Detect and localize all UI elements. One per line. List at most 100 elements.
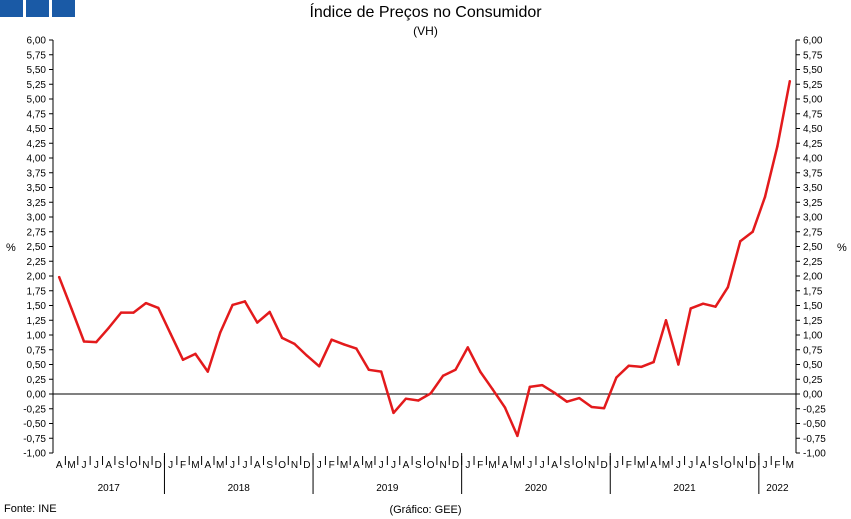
year-label: 2019 xyxy=(376,483,399,494)
data-point xyxy=(417,399,420,402)
y-tick-label-right: 1,50 xyxy=(803,301,823,312)
x-tick-label: A xyxy=(353,460,360,471)
x-tick-label: J xyxy=(676,460,681,471)
data-point xyxy=(491,388,494,391)
year-label: 2017 xyxy=(98,483,121,494)
y-tick-label-left: 0,00 xyxy=(27,390,47,401)
year-label: 2021 xyxy=(673,483,696,494)
y-tick-label-left: -0,50 xyxy=(23,419,46,430)
y-tick-label-right: 5,00 xyxy=(803,95,823,106)
data-point xyxy=(602,406,606,410)
x-tick-label: S xyxy=(118,460,125,471)
y-tick-label-left: 6,00 xyxy=(27,36,47,47)
y-tick-label-right: 1,25 xyxy=(803,316,823,327)
y-tick-label-left: -0,25 xyxy=(23,404,46,415)
data-point xyxy=(231,303,234,307)
x-tick-label: J xyxy=(391,460,396,471)
y-tick-label-right: 0,50 xyxy=(803,360,823,371)
x-tick-label: A xyxy=(56,460,63,471)
data-point xyxy=(726,286,730,289)
data-point xyxy=(466,346,470,349)
x-tick-label: A xyxy=(700,460,707,471)
x-tick-label: A xyxy=(551,460,558,471)
y-tick-label-right: 4,75 xyxy=(803,109,823,120)
x-tick-label: O xyxy=(575,460,583,471)
x-tick-label: J xyxy=(465,460,470,471)
y-tick-label-left: 5,00 xyxy=(27,95,47,106)
x-tick-label: M xyxy=(513,460,521,471)
year-label: 2020 xyxy=(525,483,548,494)
data-point xyxy=(479,370,482,373)
data-point xyxy=(169,332,172,336)
x-tick-label: S xyxy=(564,460,571,471)
y-tick-label-right: 3,25 xyxy=(803,198,823,209)
x-tick-label: O xyxy=(278,460,286,471)
y-tick-label-left: 4,75 xyxy=(27,109,47,120)
y-tick-label-left: 2,00 xyxy=(27,272,47,283)
x-tick-label: D xyxy=(749,460,756,471)
data-point xyxy=(392,411,395,415)
y-tick-label-right: 2,25 xyxy=(803,257,823,268)
x-tick-label: O xyxy=(130,460,138,471)
data-point xyxy=(70,307,73,311)
x-tick-label: N xyxy=(142,460,149,471)
y-tick-label-right: 0,25 xyxy=(803,375,823,386)
y-tick-label-left: 3,75 xyxy=(27,168,47,179)
y-tick-label-left: 4,25 xyxy=(27,139,47,150)
data-point xyxy=(454,368,457,372)
y-tick-label-right: 0,75 xyxy=(803,345,823,356)
y-tick-label-right: 3,00 xyxy=(803,213,823,224)
data-point xyxy=(429,392,432,395)
logo-block xyxy=(26,0,49,17)
data-point xyxy=(157,306,160,310)
y-tick-label-left: 2,50 xyxy=(27,242,47,253)
x-tick-label: M xyxy=(786,460,794,471)
chart-credit: (Gráfico: GEE) xyxy=(389,504,462,516)
y-tick-label-left: 1,25 xyxy=(27,316,47,327)
x-tick-label: N xyxy=(291,460,298,471)
data-point xyxy=(342,343,346,346)
x-tick-label: F xyxy=(180,460,186,471)
y-tick-label-left: 0,25 xyxy=(27,375,47,386)
x-tick-label: F xyxy=(774,460,780,471)
x-tick-label: M xyxy=(662,460,670,471)
y-tick-label-left: 2,75 xyxy=(27,227,47,238)
data-point xyxy=(516,434,519,438)
data-point xyxy=(677,363,680,366)
x-tick-label: S xyxy=(712,460,719,471)
data-point xyxy=(578,396,581,400)
data-point xyxy=(355,347,358,350)
x-tick-label: M xyxy=(365,460,373,471)
chart-title: Índice de Preços no Consumidor xyxy=(309,4,542,21)
y-tick-label-left: 0,75 xyxy=(27,345,47,356)
y-tick-label-left: 2,25 xyxy=(27,257,47,268)
x-tick-label: J xyxy=(614,460,619,471)
data-point xyxy=(640,365,643,369)
x-tick-label: M xyxy=(67,460,75,471)
data-point xyxy=(268,310,271,314)
data-point xyxy=(256,321,259,324)
x-tick-label: M xyxy=(340,460,348,471)
y-tick-label-right: 2,50 xyxy=(803,242,823,253)
data-point xyxy=(218,331,222,334)
data-point xyxy=(318,365,321,368)
x-tick-label: F xyxy=(477,460,483,471)
data-point xyxy=(565,400,569,403)
y-tick-label-right: 3,50 xyxy=(803,183,823,194)
x-tick-label: J xyxy=(81,460,86,471)
x-tick-label: S xyxy=(415,460,422,471)
y-tick-label-right: -0,25 xyxy=(803,404,826,415)
data-point xyxy=(701,302,705,305)
x-tick-label: F xyxy=(626,460,632,471)
x-tick-label: J xyxy=(317,460,322,471)
data-point xyxy=(627,364,631,367)
y-tick-label-left: 5,25 xyxy=(27,80,47,91)
x-tick-label: A xyxy=(105,460,112,471)
logo-block xyxy=(0,0,23,17)
x-tick-label: D xyxy=(303,460,310,471)
y-axis-label-left: % xyxy=(6,242,16,254)
y-tick-label-right: 6,00 xyxy=(803,36,823,47)
chart-subtitle: (VH) xyxy=(413,24,438,38)
data-point xyxy=(119,311,123,314)
y-tick-label-left: -1,00 xyxy=(23,449,46,460)
